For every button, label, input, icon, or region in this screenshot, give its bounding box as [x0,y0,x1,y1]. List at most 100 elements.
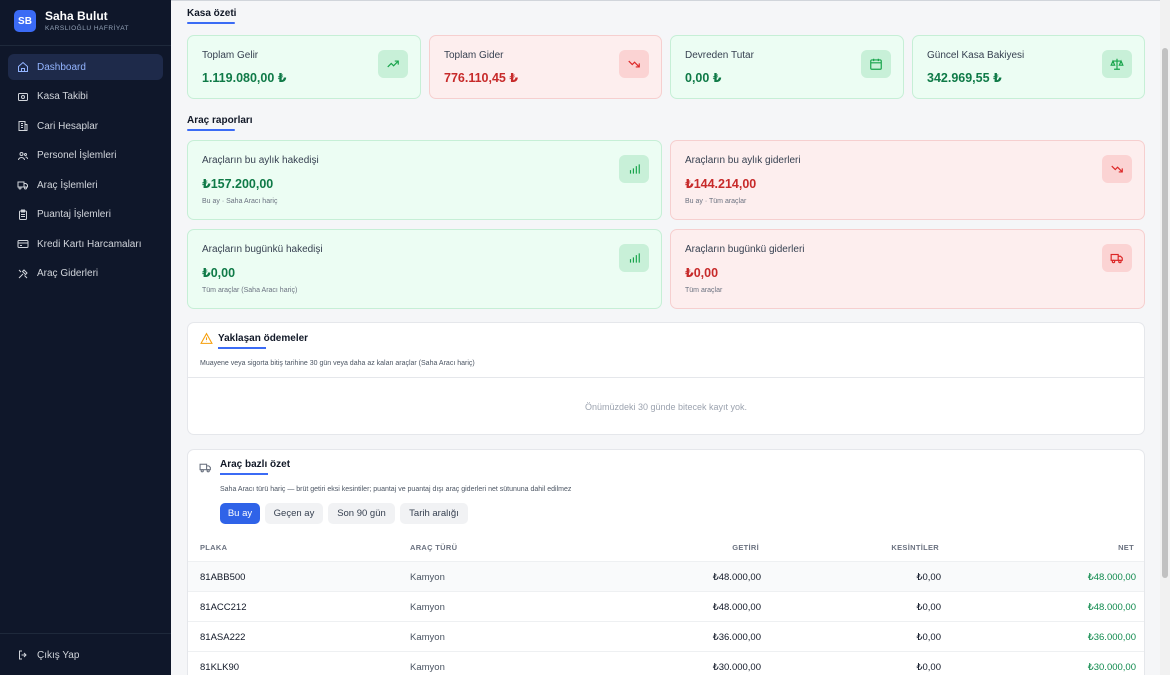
card-value: 1.119.080,00 ₺ [202,71,287,85]
card-value: ₺144.214,00 [685,177,757,191]
arac-card-aylik-gider: Araçların bu aylık giderleri ₺144.214,00… [670,140,1145,220]
sidebar-item-label: Dashboard [37,61,86,73]
card-value: ₺0,00 [685,266,719,280]
arac-bazli-ozet-panel: Araç bazlı özet Saha Aracı türü hariç — … [187,449,1145,675]
card-label: Güncel Kasa Bakiyesi [927,50,1025,61]
cell-getiri: ₺36.000,00 [712,632,761,643]
empty-state: Önümüzdeki 30 günde bitecek kayıt yok. [584,402,748,412]
kasa-card-toplam-gider: Toplam Gider 776.110,45 ₺ [429,35,662,99]
arac-card-bugun-hakedis: Araçların bugünkü hakedişi ₺0,00 Tüm ara… [187,229,662,309]
yaklasan-desc: Muayene veya sigorta bitiş tarihine 30 g… [200,360,475,367]
sidebar-item-cari-hesaplar[interactable]: Cari Hesaplar [8,113,163,139]
card-label: Devreden Tutar [685,50,754,61]
sidebar-item-kasa-takibi[interactable]: Kasa Takibi [8,84,163,110]
scale-icon [1102,50,1132,78]
sidebar-item-dashboard[interactable]: Dashboard [8,54,163,80]
brand-badge: SB [14,10,36,32]
sidebar-item-kredi-karti[interactable]: Kredi Kartı Harcamaları [8,231,163,257]
card-label: Araçların bugünkü giderleri [685,244,805,255]
filter-tarih-araligi[interactable]: Tarih aralığı [400,503,468,524]
scrollbar[interactable] [1160,0,1170,675]
kasa-section-title: Kasa özeti [187,8,237,24]
filter-bu-ay[interactable]: Bu ay [220,503,260,524]
table-row[interactable]: 81KLK90 Kamyon ₺30.000,00 ₺0,00 ₺30.000,… [188,651,1144,675]
column-header-kesintiler[interactable]: KESİNTİLER [891,543,939,552]
table-row[interactable]: 81ACC212 Kamyon ₺48.000,00 ₺0,00 ₺48.000… [188,591,1144,621]
warning-icon [200,332,213,344]
logout-button[interactable]: Çıkış Yap [17,649,79,661]
cell-arac-turu: Kamyon [410,602,445,613]
brand[interactable]: SB Saha Bulut KARSLIOĞLU HAFRİYAT [14,10,129,32]
card-label: Toplam Gider [444,50,504,61]
cell-arac-turu: Kamyon [410,572,445,583]
cell-net: ₺48.000,00 [1087,602,1136,613]
cash-register-icon [18,92,28,101]
cell-kesintiler: ₺0,00 [916,602,941,613]
cell-net: ₺30.000,00 [1087,662,1136,673]
cell-plaka: 81ACC212 [200,602,247,613]
card-sub: Bu ay · Tüm araçlar [685,198,747,205]
cell-getiri: ₺48.000,00 [712,602,761,613]
sidebar-item-puantaj[interactable]: Puantaj İşlemleri [8,202,163,228]
table-row[interactable]: 81ABB500 Kamyon ₺48.000,00 ₺0,00 ₺48.000… [188,561,1144,591]
card-value: ₺0,00 [202,266,236,280]
table-row[interactable]: 81ASA222 Kamyon ₺36.000,00 ₺0,00 ₺36.000… [188,621,1144,651]
trending-down-icon [1102,155,1132,183]
column-header-plaka[interactable]: PLAKA [200,543,228,552]
sidebar-item-label: Kredi Kartı Harcamaları [37,238,142,250]
panel-divider [188,377,1144,378]
credit-card-icon [17,240,29,248]
column-header-net[interactable]: NET [1118,543,1134,552]
sidebar-item-label: Araç İşlemleri [37,179,98,191]
trending-down-icon [619,50,649,78]
calendar-icon [861,50,891,78]
cell-getiri: ₺30.000,00 [712,662,761,673]
logout-divider [0,633,171,634]
sidebar-item-label: Cari Hesaplar [37,120,99,132]
bar-chart-icon [619,155,649,183]
arac-bazli-desc: Saha Aracı türü hariç — brüt getiri eksi… [220,486,572,493]
brand-subtitle: KARSLIOĞLU HAFRİYAT [45,25,130,32]
cell-plaka: 81ABB500 [200,572,246,583]
cell-net: ₺36.000,00 [1087,632,1136,643]
sidebar-item-personel[interactable]: Personel İşlemleri [8,143,163,169]
sidebar-item-label: Personel İşlemleri [37,150,117,161]
home-icon [18,61,28,72]
card-sub: Tüm araçlar [685,287,723,294]
yaklasan-odemeler-panel: Yaklaşan ödemeler Muayene veya sigorta b… [187,322,1145,435]
trending-up-icon [378,50,408,78]
cell-net: ₺48.000,00 [1087,572,1136,583]
sidebar-item-label: Kasa Takibi [37,91,88,102]
sidebar: SB Saha Bulut KARSLIOĞLU HAFRİYAT Dashbo… [0,0,171,675]
cell-kesintiler: ₺0,00 [916,632,941,643]
bar-chart-icon [619,244,649,272]
brand-name: Saha Bulut [45,9,108,23]
clipboard-icon [19,209,27,220]
sidebar-item-arac[interactable]: Araç İşlemleri [8,172,163,198]
kasa-card-guncel-bakiye: Güncel Kasa Bakiyesi 342.969,55 ₺ [912,35,1145,99]
kasa-card-toplam-gelir: Toplam Gelir 1.119.080,00 ₺ [187,35,421,99]
column-header-getiri[interactable]: GETİRİ [732,543,759,552]
filter-gecen-ay[interactable]: Geçen ay [265,503,323,524]
cell-getiri: ₺48.000,00 [712,572,761,583]
card-sub: Bu ay · Saha Aracı hariç [202,198,278,205]
card-label: Araçların bu aylık hakedişi [202,155,319,166]
column-header-arac-turu[interactable]: ARAÇ TÜRÜ [410,543,458,552]
sidebar-item-label: Puantaj İşlemleri [37,209,111,220]
card-value: ₺157.200,00 [202,177,274,191]
cell-plaka: 81KLK90 [200,662,240,673]
sidebar-item-arac-giderleri[interactable]: Araç Giderleri [8,261,163,287]
card-label: Toplam Gelir [202,50,259,61]
truck-icon [199,463,211,473]
card-value: 0,00 ₺ [685,71,722,85]
logout-icon [19,650,27,660]
card-label: Araçların bugünkü hakedişi [202,244,323,255]
cell-plaka: 81ASA222 [200,632,246,643]
cell-arac-turu: Kamyon [410,662,445,673]
arac-bazli-title: Araç bazlı özet [220,459,291,475]
card-value: 342.969,55 ₺ [927,71,1002,85]
card-value: 776.110,45 ₺ [444,71,519,85]
scrollbar-thumb[interactable] [1162,48,1168,578]
sidebar-item-label: Araç Giderleri [37,268,99,279]
filter-son-90-gun[interactable]: Son 90 gün [328,503,395,524]
